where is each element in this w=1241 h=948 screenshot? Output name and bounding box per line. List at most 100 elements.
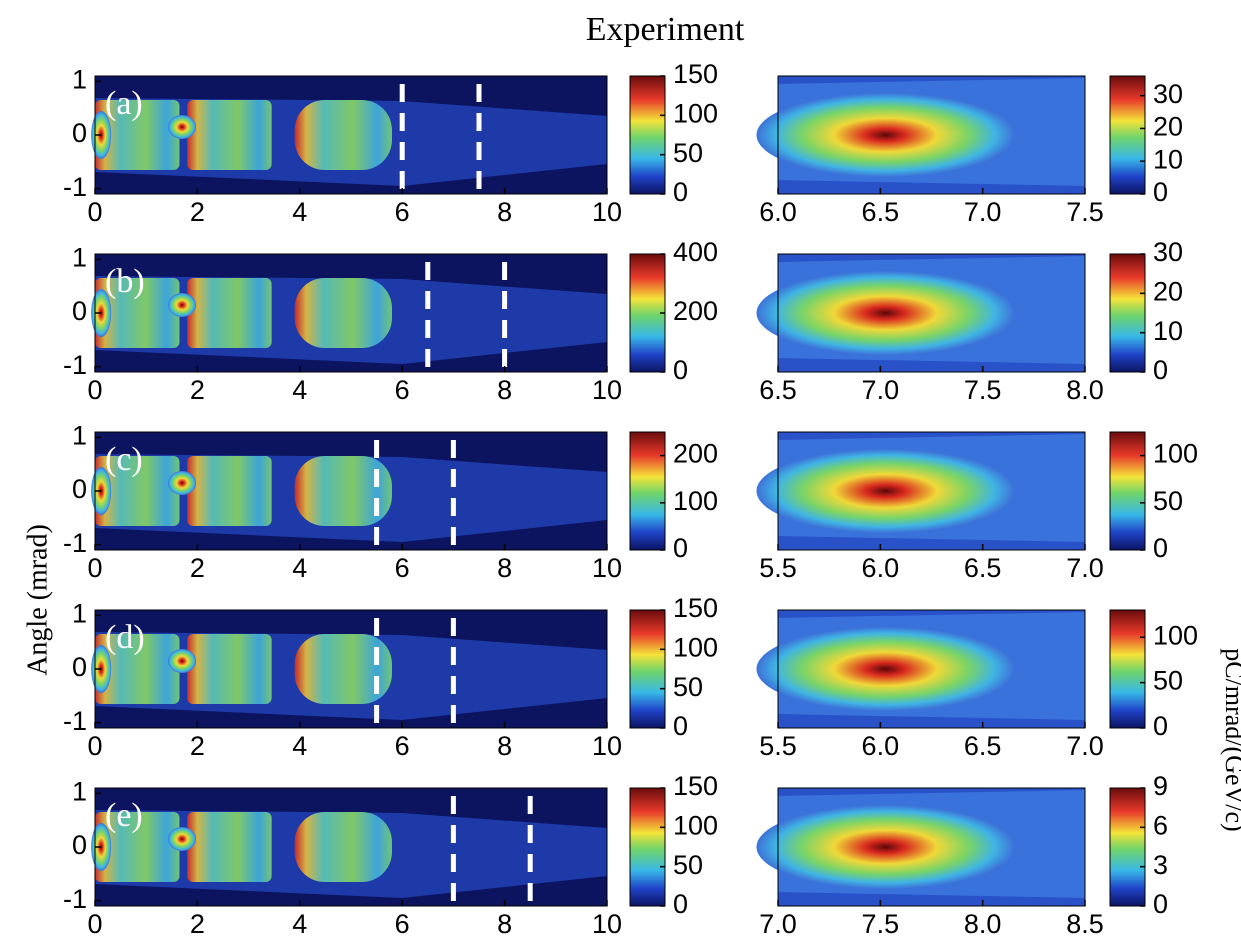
x-tick-label: 6 bbox=[395, 197, 410, 227]
colorbar-tick-label: 0 bbox=[673, 533, 688, 563]
heatmap-region bbox=[295, 100, 392, 170]
colorbar-tick-label: 400 bbox=[673, 237, 718, 267]
x-tick-label: 5.5 bbox=[759, 553, 797, 583]
x-tick-label: 0 bbox=[87, 197, 102, 227]
y-tick-label: 0 bbox=[72, 118, 87, 148]
x-tick-label: 8 bbox=[497, 731, 512, 761]
colorbar bbox=[630, 254, 665, 372]
x-tick-label: 6.5 bbox=[862, 197, 900, 227]
colorbar-tick-label: 100 bbox=[673, 486, 718, 516]
heatmap-region bbox=[187, 456, 271, 526]
heatmap-region bbox=[757, 93, 1015, 177]
x-tick-label: 7.5 bbox=[964, 375, 1002, 405]
x-tick-label: 6.5 bbox=[964, 731, 1002, 761]
heatmap-region bbox=[757, 449, 1015, 533]
x-tick-label: 6 bbox=[395, 909, 410, 939]
colorbar bbox=[1110, 610, 1145, 728]
x-tick-label: 8.0 bbox=[964, 909, 1002, 939]
colorbar-tick-label: 200 bbox=[673, 296, 718, 326]
x-tick-label: 4 bbox=[292, 553, 307, 583]
colorbar-tick-label: 20 bbox=[1153, 112, 1183, 142]
colorbar-tick-label: 0 bbox=[673, 889, 688, 919]
x-tick-label: 6.5 bbox=[759, 375, 797, 405]
colorbar-tick-label: 50 bbox=[673, 138, 703, 168]
x-tick-label: 10 bbox=[592, 731, 622, 761]
colorbar-tick-label: 0 bbox=[1153, 177, 1168, 207]
colorbar-tick-label: 50 bbox=[673, 672, 703, 702]
x-tick-label: 7.5 bbox=[1066, 197, 1104, 227]
x-tick-label: 4 bbox=[292, 375, 307, 405]
x-tick-label: 7.0 bbox=[1066, 553, 1104, 583]
y-tick-label: -1 bbox=[63, 172, 87, 202]
y-tick-label: 1 bbox=[72, 776, 87, 806]
y-tick-label: 1 bbox=[72, 64, 87, 94]
colorbar-tick-label: 150 bbox=[673, 593, 718, 623]
y-tick-label: 1 bbox=[72, 420, 87, 450]
y-tick-label: -1 bbox=[63, 350, 87, 380]
colorbar-tick-label: 6 bbox=[1153, 810, 1168, 840]
panel-label: (d) bbox=[105, 619, 145, 656]
colorbar-tick-label: 50 bbox=[1153, 486, 1183, 516]
y-tick-label: 0 bbox=[72, 296, 87, 326]
colorbar-tick-label: 3 bbox=[1153, 850, 1168, 880]
colorbar-tick-label: 9 bbox=[1153, 771, 1168, 801]
colorbar-tick-label: 0 bbox=[1153, 889, 1168, 919]
colorbar-tick-label: 0 bbox=[1153, 711, 1168, 741]
colorbar bbox=[630, 432, 665, 550]
x-tick-label: 2 bbox=[190, 375, 205, 405]
colorbar-tick-label: 0 bbox=[673, 177, 688, 207]
heatmap-region bbox=[187, 634, 271, 704]
x-tick-label: 10 bbox=[592, 375, 622, 405]
heatmap-hotspot bbox=[168, 115, 196, 139]
colorbar-label: pC/mrad/(GeV/c) bbox=[1220, 648, 1241, 831]
x-tick-label: 4 bbox=[292, 197, 307, 227]
colorbar-tick-label: 50 bbox=[1153, 666, 1183, 696]
x-tick-label: 8.0 bbox=[1066, 375, 1104, 405]
panel-label: (e) bbox=[105, 797, 143, 834]
colorbar-tick-label: 100 bbox=[673, 98, 718, 128]
colorbar-tick-label: 200 bbox=[673, 439, 718, 469]
colorbar bbox=[1110, 432, 1145, 550]
heatmap-region bbox=[187, 278, 271, 348]
heatmap-region bbox=[187, 100, 271, 170]
x-tick-label: 7.0 bbox=[1066, 731, 1104, 761]
x-tick-label: 0 bbox=[87, 731, 102, 761]
x-tick-label: 2 bbox=[190, 909, 205, 939]
colorbar-tick-label: 0 bbox=[1153, 533, 1168, 563]
colorbar bbox=[630, 76, 665, 194]
x-tick-label: 7.5 bbox=[862, 909, 900, 939]
x-tick-label: 6 bbox=[395, 731, 410, 761]
heatmap-region bbox=[757, 271, 1015, 355]
colorbar bbox=[1110, 254, 1145, 372]
colorbar-tick-label: 0 bbox=[673, 355, 688, 385]
y-tick-label: 1 bbox=[72, 242, 87, 272]
y-axis-label: Angle (mrad) bbox=[22, 524, 53, 676]
colorbar bbox=[630, 610, 665, 728]
x-tick-label: 10 bbox=[592, 197, 622, 227]
heatmap-hotspot bbox=[168, 827, 196, 851]
x-tick-label: 7.0 bbox=[862, 375, 900, 405]
colorbar-tick-label: 30 bbox=[1153, 79, 1183, 109]
colorbar-tick-label: 100 bbox=[673, 810, 718, 840]
colorbar-tick-label: 0 bbox=[673, 711, 688, 741]
x-tick-label: 4 bbox=[292, 731, 307, 761]
heatmap-region bbox=[295, 278, 392, 348]
y-tick-label: -1 bbox=[63, 706, 87, 736]
colorbar-tick-label: 20 bbox=[1153, 276, 1183, 306]
y-tick-label: -1 bbox=[63, 528, 87, 558]
x-tick-label: 0 bbox=[87, 375, 102, 405]
y-tick-label: -1 bbox=[63, 884, 87, 914]
heatmap-hotspot bbox=[168, 293, 196, 317]
heatmap-hotspot bbox=[168, 471, 196, 495]
x-tick-label: 2 bbox=[190, 197, 205, 227]
panel-label: (a) bbox=[105, 85, 143, 122]
colorbar-tick-label: 100 bbox=[1153, 620, 1198, 650]
x-tick-label: 6.5 bbox=[964, 553, 1002, 583]
x-tick-label: 5.5 bbox=[759, 731, 797, 761]
y-tick-label: 0 bbox=[72, 830, 87, 860]
x-tick-label: 6.0 bbox=[759, 197, 797, 227]
colorbar bbox=[1110, 788, 1145, 906]
x-tick-label: 8 bbox=[497, 909, 512, 939]
y-tick-label: 1 bbox=[72, 598, 87, 628]
heatmap-region bbox=[757, 627, 1015, 711]
